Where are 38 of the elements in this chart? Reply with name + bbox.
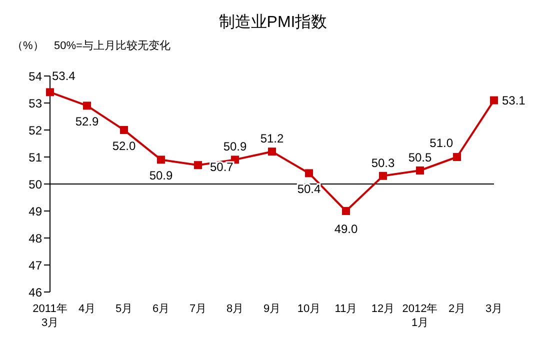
y-tick-label: 49 (28, 204, 42, 218)
data-label: 51.0 (430, 136, 454, 150)
data-label: 50.3 (371, 156, 395, 170)
x-tick-label: 9月 (263, 303, 281, 315)
y-tick-label: 50 (28, 177, 42, 192)
x-tick-label: 2011年 3月 (32, 303, 68, 329)
y-tick-label: 51 (28, 150, 42, 164)
x-tick-label: 6月 (152, 303, 170, 315)
data-label: 50.9 (149, 168, 173, 183)
y-tick-label: 46 (28, 285, 42, 300)
x-tick-label: 5月 (115, 303, 133, 315)
x-tick-label: 8月 (226, 303, 244, 315)
data-label: 50.5 (408, 150, 432, 164)
y-axis-title: （%） (12, 39, 44, 53)
x-tick-label: 7月 (189, 303, 207, 315)
x-tick-label: 12月 (371, 303, 395, 315)
y-tick-label: 47 (28, 258, 42, 272)
data-label: 53.1 (502, 93, 526, 108)
data-label: 52.0 (112, 139, 136, 153)
data-label: 50.7 (210, 160, 234, 174)
x-tick-label: 4月 (78, 303, 96, 315)
data-label: 53.4 (52, 69, 76, 84)
y-tick-label: 48 (28, 231, 42, 246)
data-label: 52.9 (75, 114, 99, 129)
data-label: 50.4 (297, 182, 321, 196)
x-tick-label: 2月 (448, 303, 466, 315)
data-label: 51.2 (260, 132, 284, 146)
chart-title: 制造业PMI指数 (218, 12, 328, 33)
data-label: 49.0 (334, 222, 358, 236)
data-label: 50.9 (223, 140, 247, 154)
x-tick-label: 2012年 1月 (402, 303, 438, 329)
y-tick-label: 52 (28, 123, 42, 138)
x-tick-label: 3月 (485, 303, 503, 315)
text: 50%=与上月比较无变化 (54, 38, 170, 53)
x-tick-label: 11月 (334, 303, 358, 315)
y-tick-label: 54 (28, 69, 42, 84)
x-tick-label: 10月 (297, 303, 321, 315)
y-tick-label: 53 (28, 96, 42, 110)
